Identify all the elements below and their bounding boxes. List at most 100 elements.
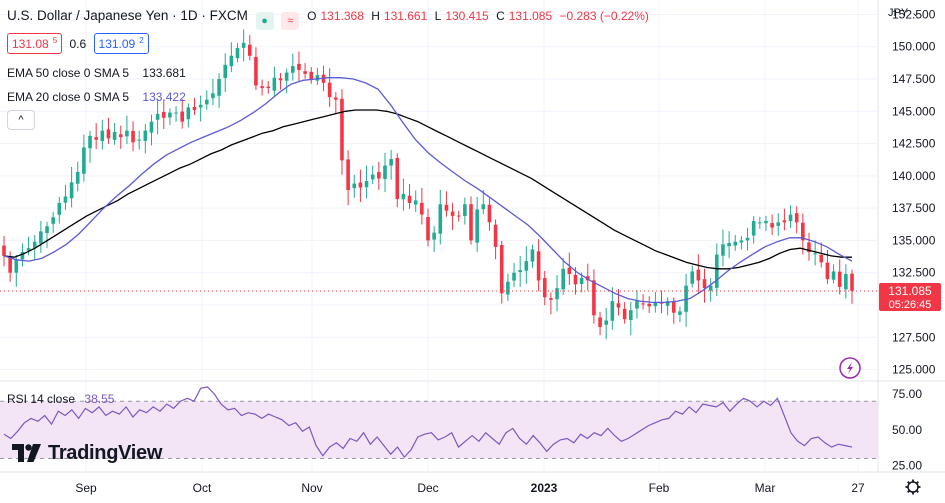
candle-body	[100, 130, 105, 142]
candle-body	[45, 226, 49, 234]
candle-body	[512, 272, 516, 281]
candle-body	[518, 270, 522, 273]
candle-body	[389, 159, 393, 166]
candle-body	[340, 98, 344, 161]
candle-body	[254, 56, 258, 86]
ohlc-readout: O 131.368 H 131.661 L 130.415 C 131.085 −0.2…	[307, 9, 649, 23]
symbol-title[interactable]: U.S. Dollar / Japanese Yen · 1D · FXCM	[7, 8, 248, 23]
candle-body	[131, 130, 135, 143]
candle-body	[401, 193, 406, 200]
lightning-icon[interactable]	[839, 357, 861, 379]
sell-button[interactable]: 131.08 5	[7, 33, 63, 54]
candle-body	[266, 86, 271, 89]
candle-body	[770, 223, 774, 228]
price-tick-label: 137.500	[892, 201, 936, 215]
candle-body	[217, 79, 221, 96]
rsi-tick-label: 75.00	[892, 387, 922, 401]
candle-body	[481, 204, 486, 210]
price-tick-label: 145.000	[892, 104, 936, 118]
replay-icon[interactable]: ≈	[281, 12, 300, 30]
candle-body	[592, 280, 596, 316]
candle-body	[819, 254, 824, 263]
candle-body	[57, 202, 62, 215]
candle-body	[469, 204, 473, 241]
candle-body	[444, 204, 449, 211]
candle-body	[327, 82, 332, 98]
candle-body	[413, 200, 418, 205]
candle-body	[303, 71, 307, 74]
candle-body	[352, 183, 357, 189]
candle-body	[204, 99, 209, 105]
ema50-legend[interactable]: EMA 50 close 0 SMA 5 133.681	[7, 66, 190, 80]
ema50-label: EMA 50 close 0 SMA 5	[7, 66, 130, 80]
time-tick-label: Sep	[75, 481, 97, 495]
candle-body	[647, 303, 652, 307]
tradingview-logo-text: TradingView	[48, 441, 163, 464]
candle-body	[561, 268, 565, 290]
candle-body	[530, 249, 535, 262]
candle-body	[186, 107, 191, 120]
candle-body	[671, 301, 676, 313]
candle-body	[837, 271, 842, 287]
ema20-legend[interactable]: EMA 20 close 0 SMA 5 133.422	[7, 90, 190, 104]
candle-body	[358, 182, 363, 188]
candle-body	[426, 216, 430, 241]
ema50-value: 133.681	[142, 66, 186, 80]
candle-body	[69, 182, 74, 199]
time-tick-label: Mar	[755, 481, 776, 495]
candle-body	[690, 271, 695, 284]
candle-body	[493, 224, 498, 247]
candle-body	[721, 244, 725, 256]
tradingview-logo-icon	[12, 444, 41, 462]
candle-body	[51, 217, 55, 224]
candle-body	[813, 253, 817, 255]
price-tick-label: 147.500	[892, 72, 936, 86]
candle-body	[641, 303, 645, 305]
gear-icon[interactable]	[905, 479, 921, 495]
candle-body	[180, 111, 185, 122]
candle-body	[75, 171, 80, 184]
candle-body	[149, 121, 154, 133]
collapse-legend-button[interactable]: ^	[7, 110, 35, 130]
market-status-icon[interactable]: ●	[255, 12, 274, 30]
price-tick-label: 132.500	[892, 266, 936, 280]
spread-value: 0.6	[69, 37, 87, 51]
candle-body	[665, 301, 670, 306]
price-tick-label: 150.000	[892, 40, 936, 54]
tradingview-logo[interactable]: TradingView	[12, 440, 162, 466]
candle-body	[764, 221, 768, 224]
candle-body	[420, 202, 424, 215]
candle-body	[696, 269, 701, 281]
candle-body	[370, 174, 375, 180]
candle-body	[616, 303, 621, 308]
countdown-label: 05:26:45	[889, 299, 932, 311]
price-tick-label: 135.000	[892, 233, 936, 247]
candle-body	[407, 195, 412, 203]
price-tick-label: 152.500	[892, 7, 936, 21]
time-tick-label: Dec	[417, 481, 438, 495]
candle-body	[395, 157, 400, 200]
candle-body	[284, 72, 289, 81]
candle-body	[475, 209, 479, 243]
candle-body	[499, 245, 504, 294]
ema20-label: EMA 20 close 0 SMA 5	[7, 90, 130, 104]
buy-button[interactable]: 131.09 2	[93, 33, 149, 54]
candle-body	[567, 267, 572, 274]
candle-body	[751, 221, 756, 236]
candle-body	[555, 288, 559, 300]
candle-body	[782, 220, 787, 223]
time-tick-label: Oct	[193, 481, 212, 495]
candle-body	[622, 308, 627, 320]
candle-body	[94, 137, 98, 140]
candle-body	[32, 241, 37, 249]
candle-body	[192, 106, 197, 111]
currency-label: JPY ⌄	[888, 7, 920, 19]
candle-body	[708, 285, 713, 291]
rsi-legend[interactable]: RSI 14 close 38.55	[7, 392, 114, 406]
candle-body	[542, 278, 547, 298]
candle-body	[2, 245, 6, 256]
rsi-line	[3, 386, 853, 459]
candle-body	[309, 71, 314, 80]
